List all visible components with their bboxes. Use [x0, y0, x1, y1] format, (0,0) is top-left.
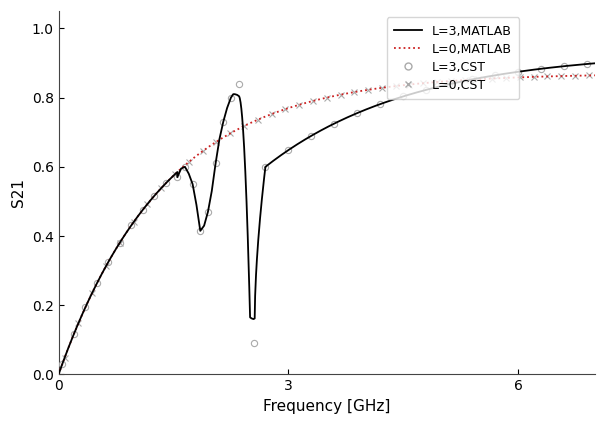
Y-axis label: S21: S21 [11, 178, 26, 207]
X-axis label: Frequency [GHz]: Frequency [GHz] [263, 399, 390, 414]
Legend: L=3,MATLAB, L=0,MATLAB, L=3,CST, L=0,CST: L=3,MATLAB, L=0,MATLAB, L=3,CST, L=0,CST [387, 17, 519, 99]
